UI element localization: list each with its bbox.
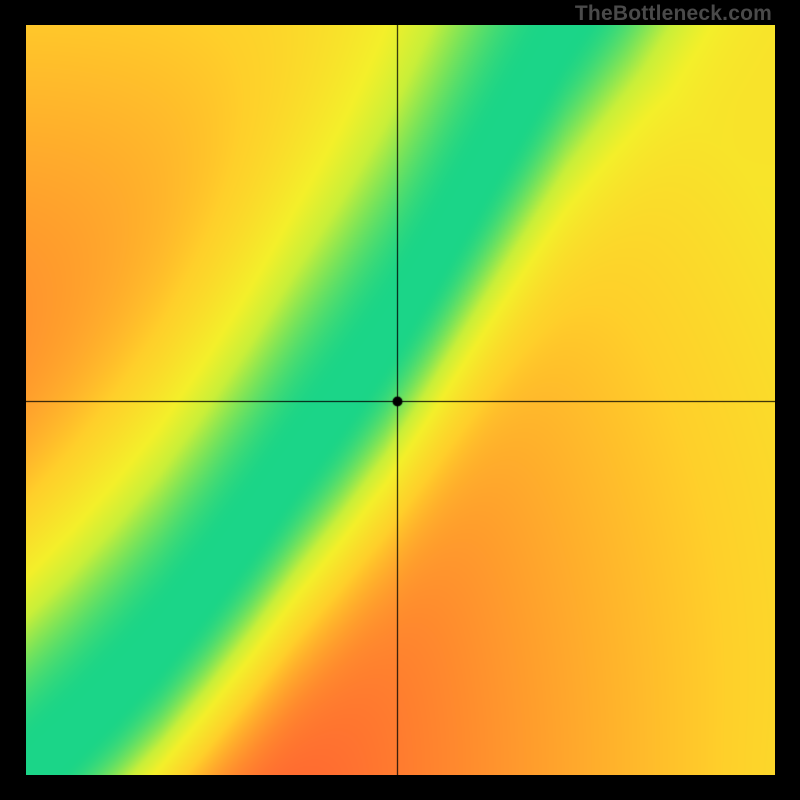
chart-frame: { "watermark": { "text": "TheBottleneck.… bbox=[0, 0, 800, 800]
watermark-text: TheBottleneck.com bbox=[575, 2, 772, 26]
bottleneck-heatmap bbox=[26, 25, 775, 775]
